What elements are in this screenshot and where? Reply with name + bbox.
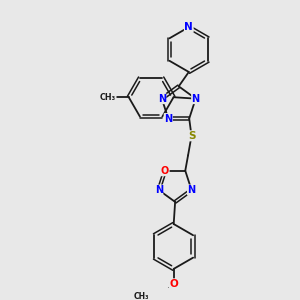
- Text: CH₃: CH₃: [100, 93, 116, 102]
- Text: N: N: [188, 185, 196, 195]
- Text: O: O: [161, 166, 169, 176]
- Text: N: N: [192, 94, 200, 103]
- Text: N: N: [158, 94, 166, 103]
- Text: N: N: [164, 114, 172, 124]
- Text: S: S: [188, 131, 195, 141]
- Text: O: O: [169, 279, 178, 289]
- Text: N: N: [184, 22, 193, 32]
- Text: CH₃: CH₃: [134, 292, 149, 300]
- Text: N: N: [155, 185, 163, 195]
